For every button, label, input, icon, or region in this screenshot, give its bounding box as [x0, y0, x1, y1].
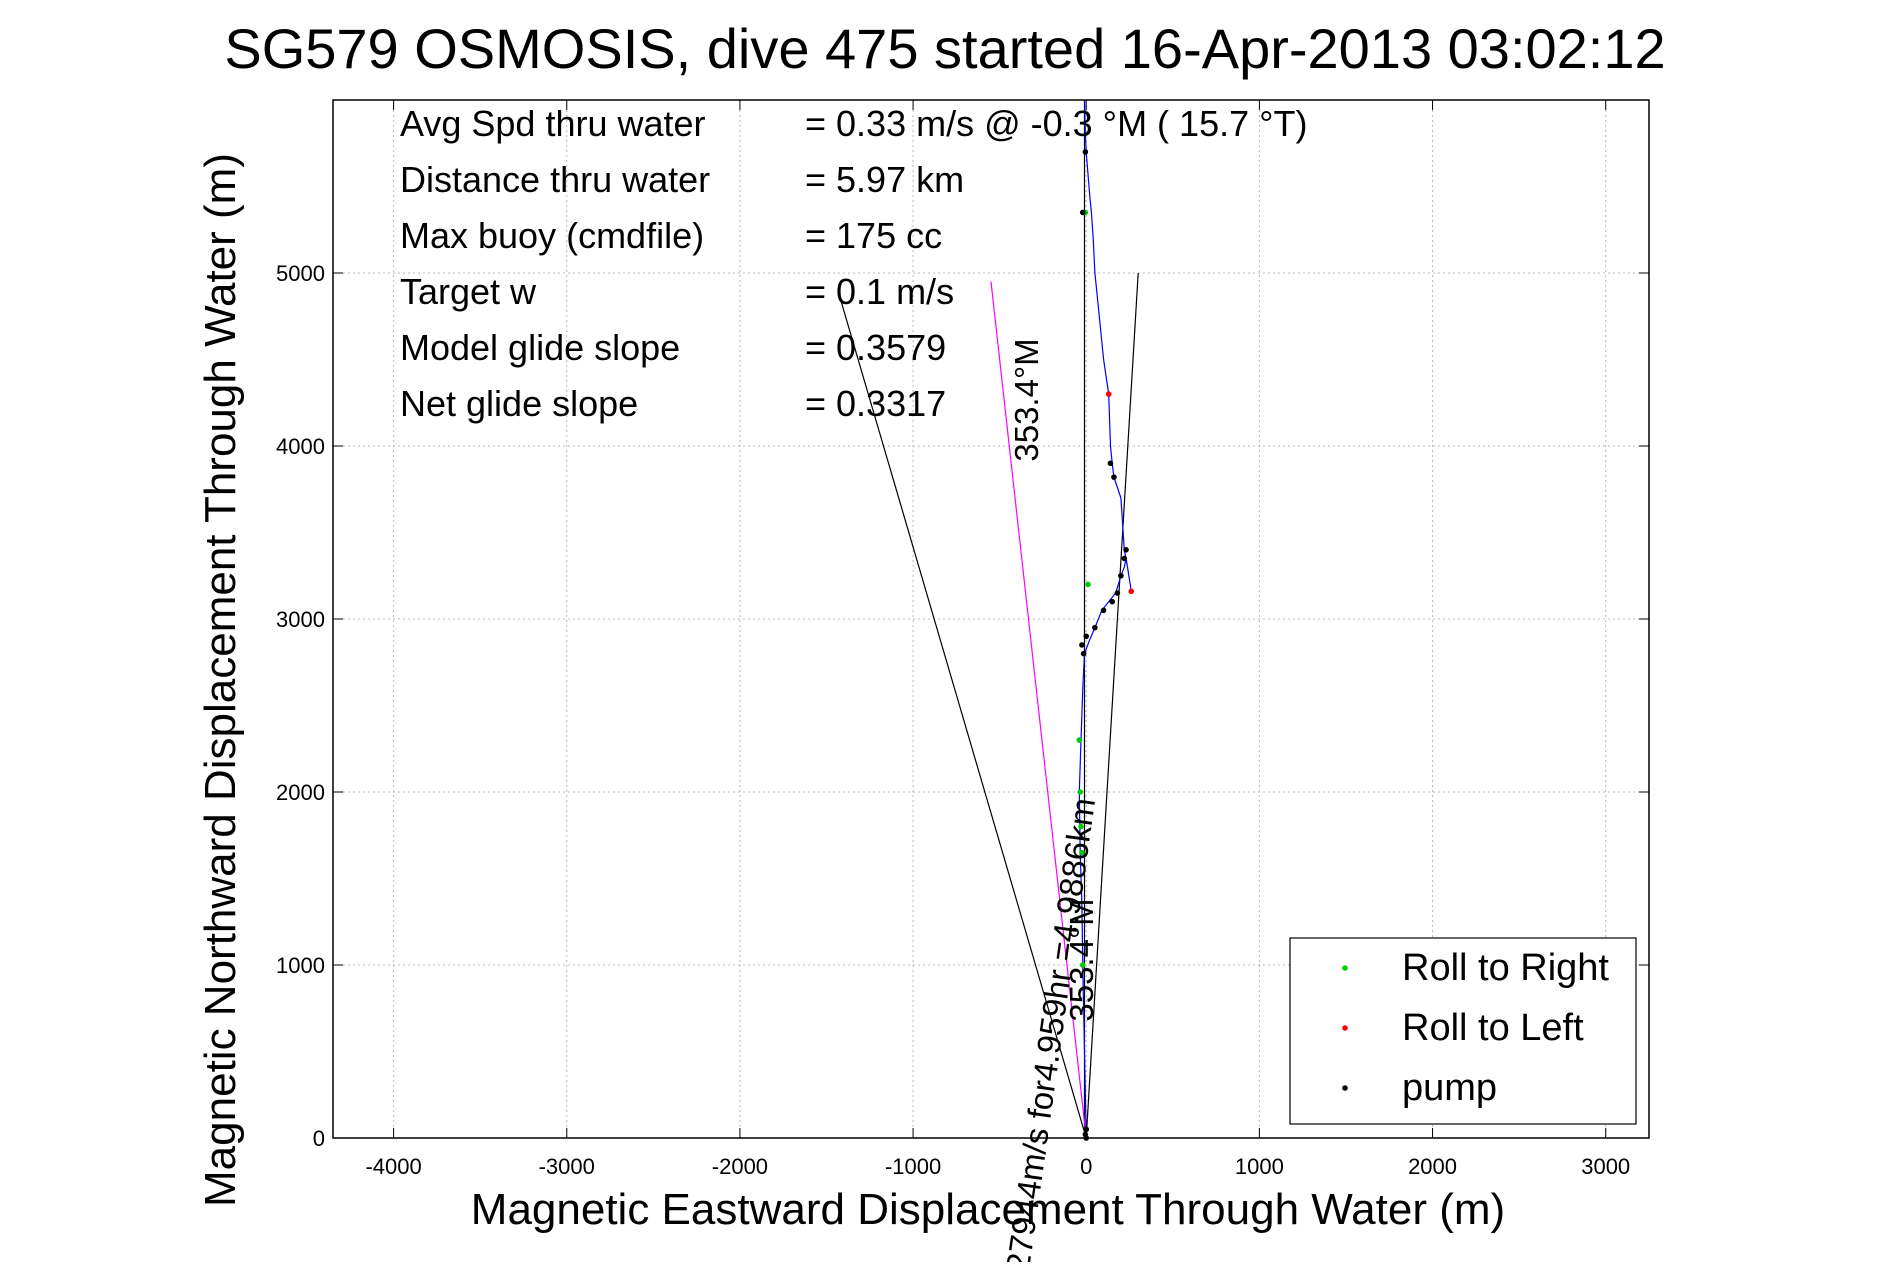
pump-point [1109, 598, 1116, 605]
roll-to-left-point [1105, 391, 1112, 397]
pump-point [1079, 642, 1085, 648]
roll-to-right-point [1078, 823, 1084, 830]
x-tick-label: 2000 [1408, 1154, 1457, 1179]
y-tick-label: 4000 [276, 434, 325, 459]
x-tick-label: -1000 [885, 1154, 941, 1179]
annotation-label: 353.4°M [1008, 338, 1045, 461]
stats-label: Distance thru water [400, 159, 710, 200]
pump-point [1092, 624, 1098, 631]
pump-point [1082, 1131, 1089, 1138]
stats-label: Net glide slope [400, 383, 638, 424]
roll-to-right-point [1085, 581, 1091, 588]
x-tick-label: -3000 [539, 1154, 595, 1179]
stats-value: = 0.3317 [805, 383, 946, 424]
guide-line [839, 298, 1087, 1139]
stats-label: Target w [400, 271, 537, 312]
stats-value: = 0.3579 [805, 327, 946, 368]
x-tick-label: -2000 [712, 1154, 768, 1179]
stats-label: Model glide slope [400, 327, 680, 368]
roll-to-right-point [1079, 962, 1086, 968]
pump-point [1080, 650, 1087, 657]
plot-markers [1076, 149, 1135, 1141]
y-tick-label: 3000 [276, 607, 325, 632]
stats-block: Avg Spd thru water = 0.33 m/s @ -0.3 °M (… [400, 103, 1308, 424]
roll-to-right-point [1076, 737, 1083, 743]
stats-value: = 0.1 m/s [805, 271, 954, 312]
x-tick-label: 0 [1080, 1154, 1092, 1179]
legend-entry: pump [1402, 1067, 1497, 1109]
chart-title: SG579 OSMOSIS, dive 475 started 16-Apr-2… [224, 17, 1665, 80]
x-axis-label: Magnetic Eastward Displacement Through W… [471, 1185, 1505, 1234]
x-tick-label: 3000 [1581, 1154, 1630, 1179]
roll-to-right-point [1077, 789, 1083, 795]
glider-track [1078, 99, 1132, 1139]
x-tick-label: 1000 [1235, 1154, 1284, 1179]
legend-marker [1342, 1025, 1348, 1031]
pump-point [1114, 590, 1121, 596]
y-tick-label: 2000 [276, 780, 325, 805]
pump-point [1079, 209, 1086, 216]
pump-point [1107, 460, 1114, 467]
axis-ticks: -4000 -3000 -2000 -1000 0 1000 2000 3000 0 1000 20… [276, 100, 1649, 1179]
roll-to-left-point [1128, 588, 1135, 595]
pump-point [1082, 149, 1089, 155]
stats-value: = 5.97 km [805, 159, 964, 200]
y-tick-label: 0 [313, 1126, 325, 1151]
x-tick-label: -4000 [365, 1154, 421, 1179]
pump-point [1111, 474, 1117, 480]
pump-point [1118, 572, 1124, 579]
guide-line [1085, 272, 1139, 1139]
annotation-label: 353.4°M [1063, 898, 1100, 1021]
stats-value: = 175 cc [805, 215, 942, 256]
pump-point [1123, 547, 1129, 553]
y-tick-label: 5000 [276, 261, 325, 286]
legend-entry: Roll to Right [1402, 947, 1609, 989]
roll-to-right-point [1079, 849, 1085, 856]
pump-point [1100, 607, 1107, 614]
legend: Roll to Right Roll to Left pump [1289, 937, 1637, 1125]
target-heading-line [990, 281, 1087, 1139]
legend-marker [1342, 965, 1348, 971]
stats-value: = 0.33 m/s @ -0.3 °M ( 15.7 °T) [805, 103, 1308, 144]
pump-point [1121, 555, 1128, 562]
legend-box [1289, 937, 1637, 1125]
legend-marker [1342, 1085, 1348, 1091]
pump-point [1083, 633, 1090, 640]
y-axis-label: Magnetic Northward Displacement Through … [196, 153, 245, 1207]
y-tick-label: 1000 [276, 953, 325, 978]
stats-label: Avg Spd thru water [400, 103, 706, 144]
stats-label: Max buoy (cmdfile) [400, 215, 704, 256]
legend-entry: Roll to Left [1402, 1007, 1584, 1049]
